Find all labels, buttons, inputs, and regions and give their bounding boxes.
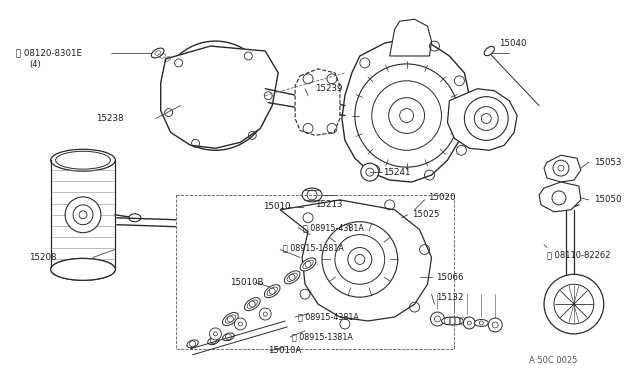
Ellipse shape xyxy=(51,259,115,280)
Text: 15238: 15238 xyxy=(96,114,124,123)
Ellipse shape xyxy=(51,259,115,280)
Circle shape xyxy=(259,308,271,320)
Polygon shape xyxy=(390,19,431,56)
Circle shape xyxy=(234,318,246,330)
Text: 15010B: 15010B xyxy=(230,278,264,287)
Circle shape xyxy=(481,113,492,124)
Circle shape xyxy=(488,318,502,332)
Ellipse shape xyxy=(302,188,322,202)
Polygon shape xyxy=(295,69,340,135)
Text: 15239: 15239 xyxy=(315,84,342,93)
Ellipse shape xyxy=(267,287,277,295)
Circle shape xyxy=(554,284,594,324)
Polygon shape xyxy=(447,89,517,150)
Ellipse shape xyxy=(247,300,257,308)
Text: 15050: 15050 xyxy=(594,195,621,204)
Ellipse shape xyxy=(442,317,463,325)
Circle shape xyxy=(214,332,218,336)
Text: 15066: 15066 xyxy=(436,273,464,282)
Polygon shape xyxy=(539,182,581,212)
Ellipse shape xyxy=(51,149,115,171)
Text: Ⓞ 08915-1381A: Ⓞ 08915-1381A xyxy=(283,243,344,252)
Text: Ⓞ 08915-4381A: Ⓞ 08915-4381A xyxy=(298,312,359,321)
Circle shape xyxy=(204,84,227,108)
Circle shape xyxy=(209,328,221,340)
Ellipse shape xyxy=(223,312,238,326)
Text: Ⓞ 08915-1381A: Ⓞ 08915-1381A xyxy=(292,332,353,341)
Circle shape xyxy=(431,312,444,326)
Ellipse shape xyxy=(287,273,298,282)
Circle shape xyxy=(372,81,442,150)
Circle shape xyxy=(553,160,569,176)
Ellipse shape xyxy=(284,271,300,284)
Text: 15020: 15020 xyxy=(428,193,455,202)
Bar xyxy=(175,195,454,349)
Text: 15053: 15053 xyxy=(594,158,621,167)
Circle shape xyxy=(73,205,93,225)
Ellipse shape xyxy=(129,214,141,222)
Text: 15241: 15241 xyxy=(383,168,410,177)
Circle shape xyxy=(463,317,476,329)
Ellipse shape xyxy=(187,340,198,348)
Circle shape xyxy=(322,222,397,297)
Text: 15040: 15040 xyxy=(499,39,527,48)
Circle shape xyxy=(250,301,255,307)
Ellipse shape xyxy=(56,151,111,169)
Circle shape xyxy=(355,254,365,264)
Ellipse shape xyxy=(244,298,260,311)
Circle shape xyxy=(366,168,374,176)
Circle shape xyxy=(227,316,234,322)
Circle shape xyxy=(188,68,243,124)
Circle shape xyxy=(289,274,295,280)
Polygon shape xyxy=(544,155,581,182)
Text: Ⓑ 08110-82262: Ⓑ 08110-82262 xyxy=(547,250,611,259)
Ellipse shape xyxy=(300,258,316,271)
Text: 15132: 15132 xyxy=(436,293,464,302)
Circle shape xyxy=(388,98,424,134)
Circle shape xyxy=(238,322,243,326)
Circle shape xyxy=(399,109,413,122)
Circle shape xyxy=(211,91,220,101)
Ellipse shape xyxy=(208,337,220,345)
Ellipse shape xyxy=(225,315,236,323)
Text: Ⓞ 08915-4381A: Ⓞ 08915-4381A xyxy=(303,223,364,232)
Circle shape xyxy=(269,288,275,294)
Circle shape xyxy=(474,107,498,131)
Circle shape xyxy=(161,41,270,150)
Ellipse shape xyxy=(264,285,280,298)
Circle shape xyxy=(65,197,101,232)
Ellipse shape xyxy=(303,260,313,269)
Text: Ⓑ 08120-8301E: Ⓑ 08120-8301E xyxy=(17,48,83,58)
Circle shape xyxy=(544,274,604,334)
Circle shape xyxy=(465,97,508,140)
Ellipse shape xyxy=(223,333,234,341)
Polygon shape xyxy=(161,46,278,148)
Circle shape xyxy=(305,262,311,267)
Polygon shape xyxy=(280,200,431,321)
Ellipse shape xyxy=(474,320,488,327)
Text: (4): (4) xyxy=(29,60,41,70)
Text: 15010: 15010 xyxy=(263,202,291,211)
Circle shape xyxy=(173,54,257,137)
Polygon shape xyxy=(342,39,469,182)
Ellipse shape xyxy=(151,48,164,58)
Text: 15213: 15213 xyxy=(315,201,342,209)
Circle shape xyxy=(355,64,458,167)
Circle shape xyxy=(361,163,379,181)
Ellipse shape xyxy=(484,46,494,56)
Text: 15208: 15208 xyxy=(29,253,57,262)
Circle shape xyxy=(348,247,372,271)
Circle shape xyxy=(79,211,87,219)
Ellipse shape xyxy=(56,260,111,278)
Circle shape xyxy=(263,312,268,316)
Circle shape xyxy=(335,235,385,284)
Text: A·50C 0025: A·50C 0025 xyxy=(529,356,577,365)
Circle shape xyxy=(552,191,566,205)
Text: 15010A: 15010A xyxy=(268,346,301,355)
Text: 15025: 15025 xyxy=(412,210,439,219)
